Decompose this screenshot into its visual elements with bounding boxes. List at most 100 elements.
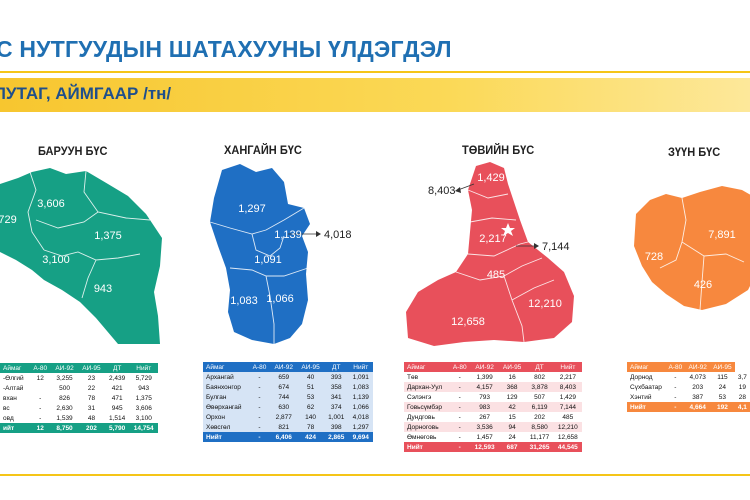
khangai-table-cell: 821	[278, 423, 290, 431]
central-table-header: Аймаг А-80 АИ-92 АИ-95 ДТ Нийт	[404, 362, 582, 372]
central-table-cell: 1,429	[559, 393, 576, 401]
east-region-map: 728 7,891 426	[634, 186, 750, 311]
east-table-cell: 4,073	[689, 373, 706, 381]
central-table-cell: 983	[479, 403, 491, 411]
west-map-shape	[0, 168, 162, 344]
west-table-cell: 3,255	[56, 374, 73, 382]
khangai-region-table: Аймаг А-80 АИ-92 АИ-95 ДТ Нийт Архангай - 659 40 3…	[203, 362, 373, 442]
east-region-table: Аймаг А-80 АИ-92 АИ-95 Дорнод -4,073 115 3,7 Сүх…	[627, 362, 750, 412]
central-table-cell: 485	[562, 413, 574, 421]
khangai-table-cell: 1,139	[352, 393, 369, 401]
khangai-table-cell: 744	[278, 393, 290, 401]
west-table-cell: 78	[87, 394, 96, 402]
west-table-total-cell: 5,790	[109, 424, 126, 432]
west-table-row: вхан - 826 78 471 1,375	[0, 393, 158, 403]
west-table-cell: 2,630	[56, 404, 73, 412]
khangai-table-cell: 1,091	[352, 373, 369, 381]
west-table-cell: 48	[87, 414, 96, 422]
east-table-cell: 19	[738, 383, 746, 391]
west-table-cell: -Алтай	[3, 384, 24, 392]
central-table-row: Дорноговь - 3,536 94 8,580 12,210	[404, 422, 582, 432]
west-table-row: -Өлгий 12 3,255 23 2,439 5,729	[0, 373, 158, 383]
central-map-label-2: 2,217	[479, 233, 507, 245]
khangai-table-cell: 630	[278, 403, 290, 411]
east-table-cell: Сүхбаатар	[630, 383, 662, 391]
west-table-cell: 826	[59, 394, 70, 402]
khangai-table-cell: 1,297	[352, 423, 369, 431]
khangai-map-label-5: 1,066	[266, 293, 294, 305]
central-table-total-row: Нийт - 12,593 687 31,265 44,545	[404, 442, 582, 452]
khangai-table-cell: 53	[306, 393, 315, 401]
khangai-table-cell: 398	[330, 423, 342, 431]
west-table-header-cell: Аймаг	[3, 364, 22, 372]
west-table-cell: 1,539	[56, 414, 73, 422]
khangai-table-cell: 393	[330, 373, 342, 381]
khangai-table-total-cell: 2,865	[328, 433, 345, 441]
khangai-table-total-cell: 9,694	[352, 433, 369, 441]
west-map-label-3: 1,375	[94, 230, 122, 242]
khangai-map-label-1: 1,297	[238, 203, 266, 215]
east-table-cell: 53	[718, 393, 727, 401]
east-table-cell: 3,7	[737, 373, 747, 381]
khangai-table-cell: -	[258, 393, 261, 401]
east-table-total-cell: 192	[716, 403, 728, 411]
khangai-table-total-cell: 6,406	[275, 433, 292, 441]
east-table-header-cell: АИ-95	[713, 363, 732, 371]
west-table-header-cell: АИ-95	[82, 364, 101, 372]
khangai-map-label-4: 1,083	[230, 295, 258, 307]
khangai-table-header-cell: АИ-92	[274, 363, 293, 371]
khangai-table-cell: -	[258, 413, 261, 421]
subtitle-text: ЛУТАГ, АЙМГААР /тн/	[0, 84, 172, 103]
khangai-table-total-cell: Нийт	[206, 433, 222, 441]
west-table-total-cell: 202	[86, 424, 97, 432]
khangai-table-cell: Хөвсгөл	[206, 423, 231, 431]
central-table-header-cell: ДТ	[535, 363, 544, 371]
khangai-table-header-cell: А-80	[252, 363, 267, 371]
khangai-external-label: 4,018	[324, 229, 352, 241]
central-table-cell: -	[458, 393, 461, 401]
region-title-west: БАРУУН БҮС	[38, 144, 108, 158]
west-table-total-cell: 14,754	[133, 424, 154, 432]
khangai-table-cell: 1,066	[352, 403, 369, 411]
khangai-table-row: Өвөрхангай - 630 62 374 1,066	[203, 402, 373, 412]
central-table-cell: 8,580	[531, 423, 548, 431]
east-table-total-cell: 4,1	[737, 403, 747, 411]
west-table-cell: -Өлгий	[3, 374, 24, 382]
west-map-label-5: 943	[94, 283, 112, 295]
central-table-cell: 6,119	[531, 403, 548, 411]
west-table-total-row: ийт 12 8,750 202 5,790 14,754	[0, 423, 158, 433]
khangai-table-cell: 374	[330, 403, 342, 411]
central-table-cell: Сэлэнгэ	[407, 393, 432, 401]
west-map-label-2: 5,729	[0, 214, 17, 226]
central-table-cell: Төв	[407, 373, 419, 381]
central-table-cell: Дархан-Уул	[407, 383, 443, 391]
west-table-cell: 1,375	[135, 394, 152, 402]
west-table-cell: 23	[87, 374, 96, 382]
east-table-total-cell: 4,664	[689, 403, 706, 411]
khangai-table-cell: -	[258, 403, 261, 411]
central-region-table: Аймаг А-80 АИ-92 АИ-95 ДТ Нийт Төв - 1,399 16 802 2…	[404, 362, 582, 452]
central-table-cell: 15	[508, 413, 516, 421]
central-table-cell: 202	[534, 413, 545, 421]
east-map-label-1: 728	[645, 251, 663, 263]
west-table-cell: вхан	[3, 394, 17, 402]
west-table-cell: 943	[138, 384, 150, 392]
central-table-cell: Говьсүмбэр	[407, 403, 443, 411]
khangai-table-cell: -	[258, 373, 261, 381]
east-map-label-2: 7,891	[708, 229, 736, 241]
central-table-cell: 3,878	[531, 383, 548, 391]
west-table-total-cell: 8,750	[56, 424, 73, 432]
khangai-table-row: Баянхонгор - 674 51 358 1,083	[203, 382, 373, 392]
top-divider	[0, 71, 750, 73]
khangai-table-total-cell: 424	[305, 433, 317, 441]
central-table-cell: Дорноговь	[407, 423, 439, 431]
west-table-cell: 2,439	[109, 374, 126, 382]
east-map-label-3: 426	[694, 279, 712, 291]
central-table-cell: -	[458, 433, 461, 441]
east-table-header: Аймаг А-80 АИ-92 АИ-95	[627, 362, 750, 372]
khangai-table-row: Орхон - 2,877 140 1,001 4,018	[203, 412, 373, 422]
central-table-total-cell: 12,593	[474, 443, 495, 451]
west-map-label-1: 3,606	[37, 198, 65, 210]
central-table-total-cell: 687	[506, 443, 518, 451]
central-table-cell: -	[458, 373, 461, 381]
